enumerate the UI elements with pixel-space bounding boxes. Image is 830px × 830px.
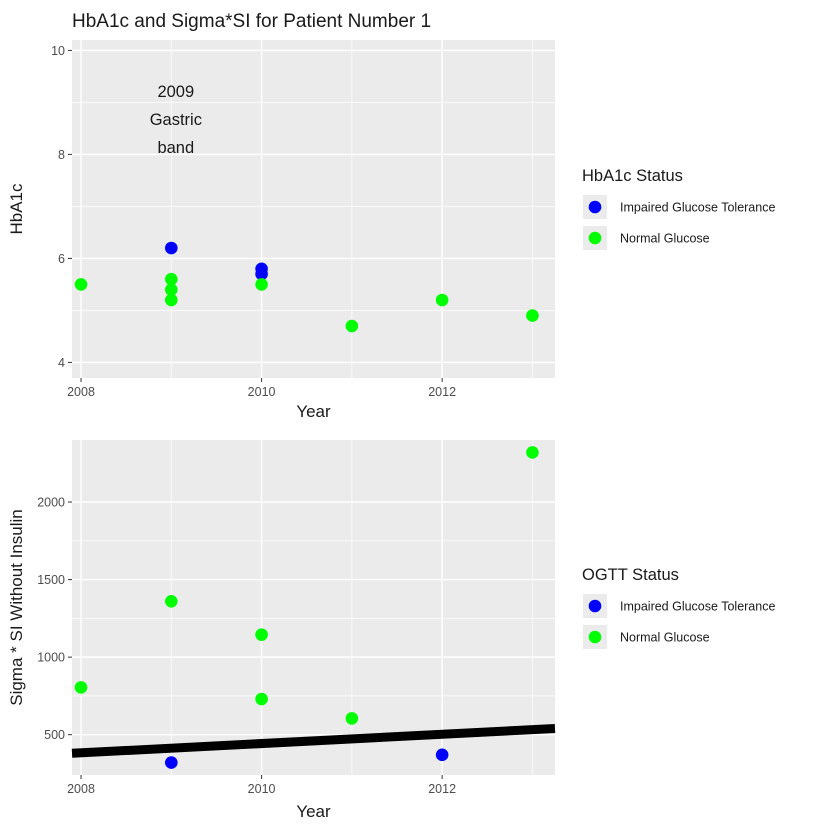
legend-title: HbA1c Status xyxy=(582,167,683,185)
y-axis-title: HbA1c xyxy=(7,183,26,235)
y-axis-title: Sigma * SI Without Insulin xyxy=(7,509,26,706)
data-point-normal-glucose xyxy=(255,628,268,641)
data-point-normal-glucose xyxy=(255,278,268,291)
y-tick-label: 6 xyxy=(58,252,65,266)
plot-panel xyxy=(72,40,555,378)
y-tick-label: 8 xyxy=(58,148,65,162)
x-axis-title: Year xyxy=(296,802,331,821)
legend-key xyxy=(588,200,602,214)
y-tick-label: 1500 xyxy=(37,573,65,587)
data-point-impaired-glucose-tolerance xyxy=(435,748,449,762)
data-point-normal-glucose xyxy=(165,594,178,608)
data-point-impaired-glucose-tolerance xyxy=(165,241,178,255)
hba1c-panel: 2008 2010 2012 4 6 8 10 2009 Gastric band Year HbA1… xyxy=(7,40,775,421)
annotation-text: Gastric xyxy=(150,111,202,129)
legend-key xyxy=(588,630,602,644)
x-axis-title: Year xyxy=(296,402,331,421)
data-point-normal-glucose xyxy=(526,309,539,322)
legend-label: Normal Glucose xyxy=(620,232,710,246)
y-tick-label: 500 xyxy=(44,728,65,742)
data-point-normal-glucose xyxy=(345,319,359,333)
legend-label: Impaired Glucose Tolerance xyxy=(620,600,775,614)
y-tick-label: 2000 xyxy=(37,496,65,510)
data-point-normal-glucose xyxy=(345,712,359,725)
chart-title: HbA1c and Sigma*SI for Patient Number 1 xyxy=(72,11,431,32)
annotation-text: 2009 xyxy=(157,83,194,101)
data-point-normal-glucose xyxy=(255,692,268,706)
x-tick-label: 2012 xyxy=(428,385,456,399)
x-tick-label: 2010 xyxy=(248,782,276,796)
trend-line xyxy=(71,723,556,758)
annotation-text: band xyxy=(157,139,194,157)
legend-label: Normal Glucose xyxy=(620,631,710,645)
data-point-normal-glucose xyxy=(74,681,88,694)
legend-label: Impaired Glucose Tolerance xyxy=(620,201,775,215)
x-tick-label: 2010 xyxy=(248,385,276,399)
legend-key xyxy=(588,231,602,245)
data-point-normal-glucose xyxy=(165,272,178,286)
x-tick-label: 2012 xyxy=(428,782,456,796)
data-point-normal-glucose xyxy=(74,278,88,291)
x-tick-label: 2008 xyxy=(67,782,95,796)
sigma-si-panel: 2008 2010 2012 500 1000 1500 2000 Year Sigma * S… xyxy=(7,440,775,821)
plot-panel xyxy=(72,440,555,775)
data-point-impaired-glucose-tolerance xyxy=(255,267,268,281)
data-point-normal-glucose xyxy=(165,293,178,307)
y-tick-label: 10 xyxy=(51,44,65,58)
data-point-normal-glucose xyxy=(165,283,178,296)
legend-key xyxy=(588,599,602,613)
legend-title: OGTT Status xyxy=(582,566,679,584)
data-point-normal-glucose xyxy=(435,293,449,307)
y-tick-label: 4 xyxy=(58,356,65,370)
data-point-normal-glucose xyxy=(526,446,539,459)
data-point-impaired-glucose-tolerance xyxy=(165,756,178,769)
y-tick-label: 1000 xyxy=(37,651,65,665)
x-tick-label: 2008 xyxy=(67,385,95,399)
